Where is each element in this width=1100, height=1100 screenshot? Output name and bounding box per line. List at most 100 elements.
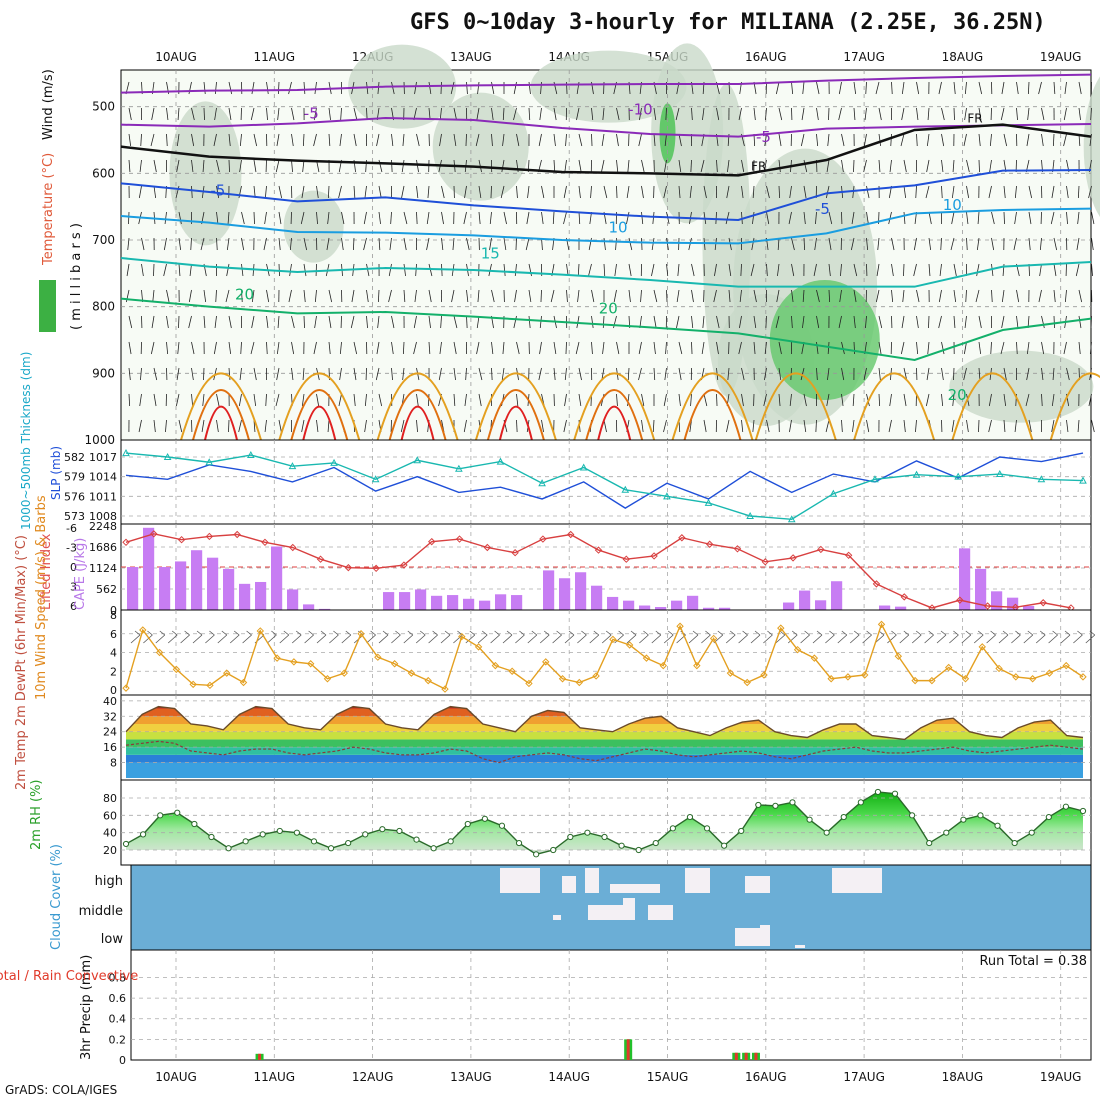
- wind-barb: [801, 107, 805, 121]
- wind-barb: [1035, 634, 1046, 644]
- rh-area: [126, 791, 1083, 855]
- wind-speed-line-marker: [777, 624, 785, 632]
- wind-barb: [816, 630, 823, 636]
- cape-bar: [831, 581, 843, 610]
- wind-barb: [494, 630, 500, 636]
- wind-barb: [741, 159, 745, 173]
- wind-barb: [191, 185, 193, 199]
- wind-barb: [339, 367, 342, 381]
- wind-barb: [990, 341, 992, 355]
- wind-barb: [152, 289, 155, 303]
- wind-barb: [913, 237, 917, 251]
- wind-barb: [689, 185, 692, 199]
- wind-barb: [1038, 289, 1042, 303]
- cape-bar: [287, 589, 299, 610]
- wind-legend-label: Wind (m/s): [41, 69, 56, 140]
- wind-barb: [490, 185, 492, 199]
- wind-barb: [791, 263, 795, 277]
- wind-barb: [400, 419, 405, 433]
- wind-barb: [850, 237, 855, 251]
- date-label-bottom: 12AUG: [352, 1070, 394, 1084]
- rh-line-marker: [481, 815, 488, 822]
- wind-barb: [1050, 211, 1055, 225]
- wind-barb: [539, 315, 542, 329]
- wind-speed-line-marker: [575, 678, 584, 687]
- precip-tick: 0.8: [109, 971, 127, 984]
- wind-barb: [837, 634, 848, 644]
- wind-barb: [865, 315, 867, 329]
- wind-barb: [653, 315, 657, 329]
- wind-barb: [878, 107, 882, 121]
- wind-barb: [827, 133, 830, 147]
- thickness-line-marker: [205, 458, 214, 466]
- wind-barb: [391, 133, 394, 147]
- lifted-index-line-marker: [400, 561, 408, 569]
- cape-bar: [975, 568, 987, 610]
- wind-barb: [141, 237, 145, 251]
- wind-barb: [1016, 315, 1019, 329]
- wind-barb: [403, 237, 407, 251]
- wind-barb: [453, 634, 463, 644]
- wind-barb: [556, 630, 562, 636]
- wind-barb: [469, 630, 476, 636]
- wind-barb: [250, 107, 255, 121]
- wind-barb: [941, 341, 945, 355]
- rh-line-marker: [960, 816, 967, 823]
- wind-barb: [903, 263, 905, 277]
- wind-barb: [316, 419, 319, 433]
- wind-barb: [401, 159, 405, 173]
- rh-shade: [1083, 76, 1100, 217]
- wind-barb: [791, 315, 793, 329]
- wind-barb: [364, 393, 367, 407]
- wind-barb: [627, 367, 630, 381]
- wind-barb: [428, 81, 432, 95]
- wind-barb: [952, 159, 955, 173]
- rh-line-marker: [122, 840, 130, 848]
- wind-barb: [1066, 185, 1069, 199]
- rh-tick: 80: [103, 792, 117, 805]
- wind-barb: [151, 315, 155, 329]
- wind-barb: [1077, 419, 1080, 433]
- rh-axis-label: 2m RH (%): [29, 779, 44, 850]
- rh-shade-high: [769, 280, 880, 400]
- wind-barb: [453, 393, 456, 407]
- wind-speed-line-marker: [844, 673, 852, 681]
- wind-barb: [1003, 185, 1006, 199]
- lifted-index-line-marker: [177, 535, 186, 544]
- wind-speed-line-marker: [1028, 675, 1037, 683]
- wind-barb: [141, 263, 144, 277]
- wind-barb: [738, 634, 748, 644]
- contour-label: FR: [967, 112, 982, 126]
- wind-barb: [853, 630, 860, 636]
- wind-barb: [178, 315, 180, 329]
- wind-barb: [665, 341, 667, 355]
- wind-barb: [190, 237, 192, 251]
- wind-barb: [128, 107, 132, 121]
- wind-barb: [566, 289, 568, 303]
- wind-barb: [502, 634, 513, 644]
- wind-barb: [978, 133, 981, 147]
- thickness-line-marker: [829, 489, 838, 497]
- wind-barb: [741, 185, 744, 199]
- wind-barb: [395, 630, 401, 636]
- wind-barb: [403, 289, 406, 303]
- wind-barb: [951, 211, 955, 225]
- wind-barb: [391, 315, 395, 329]
- wind-barb: [913, 263, 917, 277]
- wind-barb: [366, 315, 368, 329]
- wind-barb: [200, 237, 205, 251]
- temp-band: [126, 739, 1083, 748]
- wind-barb: [1052, 630, 1058, 636]
- wind-barb: [515, 237, 517, 251]
- wind-tick: 6: [110, 628, 117, 641]
- wind-barb: [415, 263, 417, 277]
- rh-line-marker: [686, 813, 694, 821]
- lifted-index-axis-label: Lifted Index: [39, 533, 54, 610]
- wind-barb: [726, 419, 730, 433]
- wind-barb: [814, 237, 817, 251]
- wind-barb: [128, 341, 132, 355]
- lifted-index-line-marker: [150, 530, 158, 538]
- wind-barb: [1063, 133, 1067, 147]
- wind-barb: [526, 211, 530, 225]
- wind-barb: [251, 315, 255, 329]
